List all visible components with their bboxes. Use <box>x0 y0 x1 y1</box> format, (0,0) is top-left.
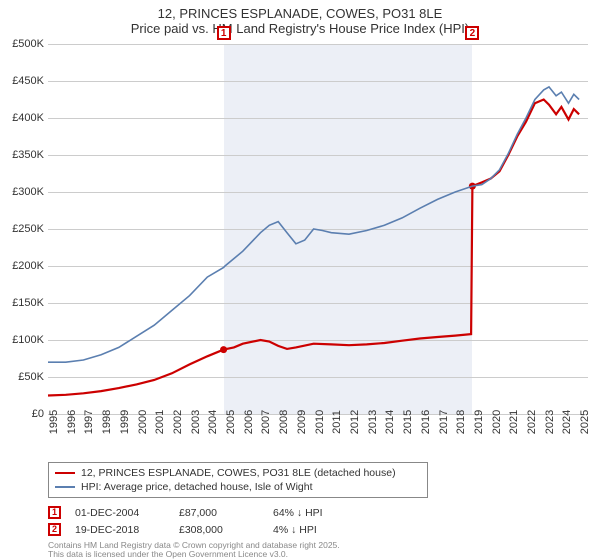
y-tick-label: £500K <box>0 38 44 50</box>
x-tick-label: 2006 <box>243 410 255 434</box>
x-tick-label: 2011 <box>331 410 343 434</box>
x-tick-label: 2015 <box>402 410 414 434</box>
chart-lines-svg <box>48 44 588 414</box>
x-tick-label: 2018 <box>455 410 467 434</box>
table-row: 2 19-DEC-2018 £308,000 4% ↓ HPI <box>48 521 323 538</box>
x-tick-label: 1998 <box>101 410 113 434</box>
x-tick-label: 2021 <box>508 410 520 434</box>
legend-swatch-hpi <box>55 486 75 488</box>
legend-row: HPI: Average price, detached house, Isle… <box>55 480 421 494</box>
x-tick-label: 2020 <box>491 410 503 434</box>
row-marker-icon: 1 <box>48 506 61 519</box>
x-tick-label: 2023 <box>544 410 556 434</box>
x-tick-label: 2004 <box>207 410 219 434</box>
x-tick-label: 2016 <box>420 410 432 434</box>
legend-row: 12, PRINCES ESPLANADE, COWES, PO31 8LE (… <box>55 466 421 480</box>
transaction-dot <box>220 346 227 353</box>
x-tick-label: 2013 <box>367 410 379 434</box>
x-tick-label: 2022 <box>526 410 538 434</box>
x-tick-label: 1999 <box>119 410 131 434</box>
x-tick-label: 2012 <box>349 410 361 434</box>
y-tick-label: £150K <box>0 297 44 309</box>
x-tick-label: 2010 <box>314 410 326 434</box>
row-date: 19-DEC-2018 <box>75 524 165 536</box>
x-tick-label: 1997 <box>83 410 95 434</box>
y-tick-label: £200K <box>0 260 44 272</box>
y-tick-label: £50K <box>0 371 44 383</box>
legend-label-hpi: HPI: Average price, detached house, Isle… <box>81 481 313 493</box>
y-tick-label: £350K <box>0 149 44 161</box>
annotation-marker: 1 <box>217 26 231 40</box>
x-tick-label: 2003 <box>190 410 202 434</box>
table-row: 1 01-DEC-2004 £87,000 64% ↓ HPI <box>48 504 323 521</box>
x-tick-label: 2025 <box>579 410 591 434</box>
legend-box: 12, PRINCES ESPLANADE, COWES, PO31 8LE (… <box>48 462 428 498</box>
page-title-address: 12, PRINCES ESPLANADE, COWES, PO31 8LE <box>0 6 600 21</box>
row-pct: 4% ↓ HPI <box>273 524 317 536</box>
y-tick-label: £300K <box>0 186 44 198</box>
x-tick-label: 2017 <box>438 410 450 434</box>
x-tick-label: 2000 <box>137 410 149 434</box>
row-price: £87,000 <box>179 507 259 519</box>
x-tick-label: 1996 <box>66 410 78 434</box>
x-tick-label: 1995 <box>48 410 60 434</box>
y-tick-label: £250K <box>0 223 44 235</box>
y-tick-label: £0 <box>0 408 44 420</box>
legend-swatch-price <box>55 472 75 474</box>
x-tick-label: 2005 <box>225 410 237 434</box>
row-price: £308,000 <box>179 524 259 536</box>
row-pct: 64% ↓ HPI <box>273 507 323 519</box>
footer-attribution: Contains HM Land Registry data © Crown c… <box>48 541 340 559</box>
x-axis-labels: 1995199619971998199920002001200220032004… <box>48 418 588 468</box>
x-tick-label: 2007 <box>260 410 272 434</box>
legend-label-price: 12, PRINCES ESPLANADE, COWES, PO31 8LE (… <box>81 467 396 479</box>
y-tick-label: £100K <box>0 334 44 346</box>
y-tick-label: £400K <box>0 112 44 124</box>
transactions-table: 1 01-DEC-2004 £87,000 64% ↓ HPI 2 19-DEC… <box>48 504 323 538</box>
x-tick-label: 2024 <box>561 410 573 434</box>
y-tick-label: £450K <box>0 75 44 87</box>
footer-line2: This data is licensed under the Open Gov… <box>48 550 340 559</box>
x-tick-label: 2019 <box>473 410 485 434</box>
series-line-hpi <box>48 87 579 362</box>
series-line-price_paid <box>48 100 579 396</box>
chart-plot-area: 12 <box>48 44 588 414</box>
x-tick-label: 2001 <box>154 410 166 434</box>
x-tick-label: 2009 <box>296 410 308 434</box>
x-tick-label: 2014 <box>384 410 396 434</box>
x-tick-label: 2002 <box>172 410 184 434</box>
annotation-marker: 2 <box>465 26 479 40</box>
row-marker-icon: 2 <box>48 523 61 536</box>
page-subtitle: Price paid vs. HM Land Registry's House … <box>0 21 600 36</box>
x-tick-label: 2008 <box>278 410 290 434</box>
row-date: 01-DEC-2004 <box>75 507 165 519</box>
